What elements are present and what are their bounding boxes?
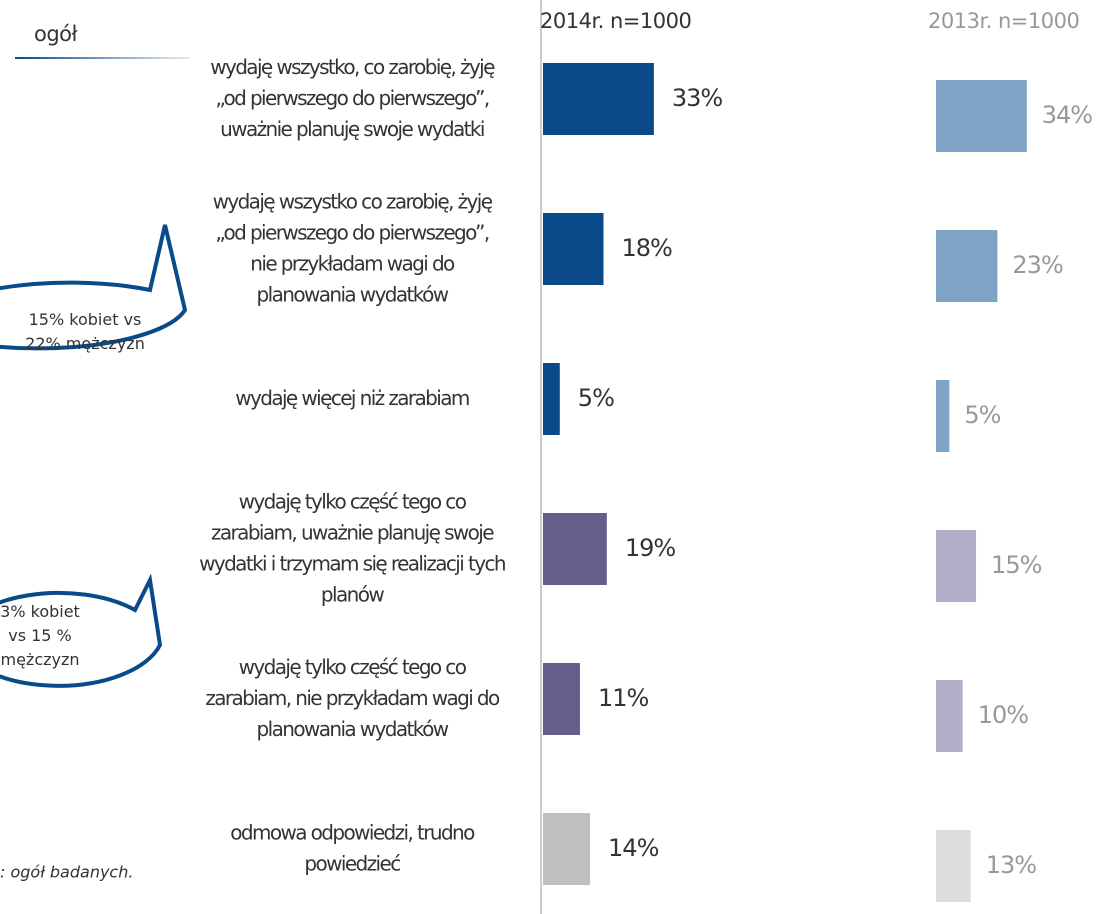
- callout-line: 3% kobiet: [0, 602, 80, 621]
- bar: [936, 530, 977, 602]
- category-line: zarabiam, uważnie planuję swoje: [211, 520, 494, 544]
- value-label: 18%: [621, 234, 672, 262]
- category-label: wydaję wszystko co zarobię, żyję „od pier…: [213, 189, 493, 306]
- category-line: planowania wydatków: [257, 717, 449, 741]
- category-line: planów: [321, 582, 384, 606]
- category-line: „od pierwszego do pierwszego”,: [215, 220, 488, 244]
- callout-line: mężczyzn: [0, 650, 79, 669]
- value-label: 11%: [598, 684, 649, 712]
- category-line: odmowa odpowiedzi, trudno: [230, 820, 475, 844]
- category-line: zarabiam, nie przykładam wagi do: [205, 686, 500, 710]
- callout-text: 3% kobiet vs 15 % mężczyzn: [0, 602, 80, 669]
- value-label: 13%: [986, 851, 1037, 879]
- bar: [543, 513, 607, 585]
- value-label: 23%: [1012, 251, 1063, 279]
- category-line: nie przykładam wagi do: [250, 251, 455, 275]
- value-label: 33%: [672, 84, 723, 112]
- category-label: wydaję tylko część tego co zarabiam, uważ…: [199, 489, 505, 606]
- value-label: 5%: [578, 384, 614, 412]
- category-label: odmowa odpowiedzi, trudno powiedzieć: [230, 820, 475, 875]
- bar: [543, 663, 580, 735]
- category-line: wydaję więcej niż zarabiam: [235, 386, 469, 410]
- series-header: 2013r. n=1000: [928, 9, 1079, 33]
- category-line: powiedzieć: [304, 851, 400, 875]
- bar: [543, 363, 560, 435]
- bar: [543, 63, 654, 135]
- category-label: wydaję więcej niż zarabiam: [235, 386, 469, 410]
- bar: [543, 813, 591, 885]
- category-line: wydaję wszystko co zarobię, żyję: [213, 189, 493, 213]
- footnote: : ogół badanych.: [0, 863, 133, 882]
- value-label: 10%: [978, 701, 1029, 729]
- bar: [543, 213, 604, 285]
- callout-bubble: [0, 573, 163, 688]
- category-line: wydaję tylko część tego co: [239, 655, 467, 679]
- callout-line: 15% kobiet vs: [29, 310, 142, 329]
- title: ogół: [34, 22, 78, 46]
- bar: [936, 380, 950, 452]
- category-label: wydaję wszystko, co zarobię, żyję „od pie…: [210, 55, 495, 141]
- category-line: wydatki i trzymam się realizacji tych: [199, 551, 505, 575]
- callout-line: vs 15 %: [8, 626, 72, 645]
- bar: [936, 830, 971, 902]
- callout-bubble: [0, 224, 188, 351]
- bar: [936, 230, 998, 302]
- bar: [936, 80, 1027, 152]
- callout-text: 15% kobiet vs 22% mężczyzn: [25, 310, 145, 353]
- value-label: 5%: [964, 401, 1000, 429]
- category-line: wydaję wszystko, co zarobię, żyję: [210, 55, 495, 79]
- category-line: uważnie planuję swoje wydatki: [220, 117, 484, 141]
- value-label: 14%: [608, 834, 659, 862]
- title-underline: [15, 57, 190, 59]
- category-line: „od pierwszego do pierwszego”,: [215, 86, 488, 110]
- value-label: 15%: [991, 551, 1042, 579]
- category-label: wydaję tylko część tego co zarabiam, nie …: [205, 655, 500, 741]
- category-line: planowania wydatków: [257, 282, 449, 306]
- callout-line: 22% mężczyzn: [25, 334, 145, 353]
- value-label: 34%: [1042, 101, 1093, 129]
- bar: [936, 680, 963, 752]
- category-line: wydaję tylko część tego co: [239, 489, 467, 513]
- value-label: 19%: [625, 534, 676, 562]
- series-header: 2014r. n=1000: [540, 9, 691, 33]
